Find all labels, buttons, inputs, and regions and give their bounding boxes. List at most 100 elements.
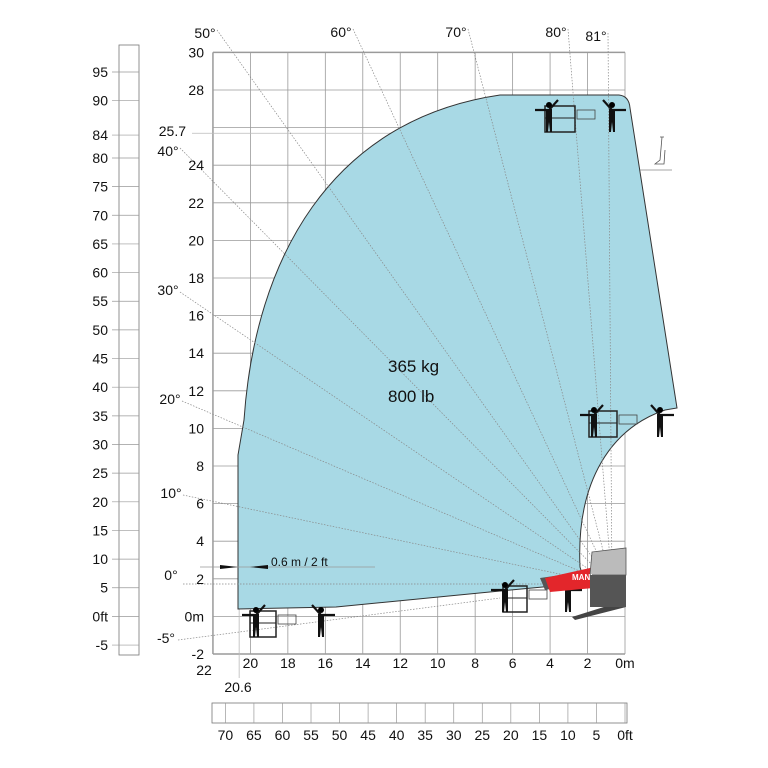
height-ft-tick-label: 65: [92, 236, 108, 252]
height-ft-tick-label: 30: [92, 436, 108, 452]
load-lb-label: 800 lb: [388, 387, 434, 406]
height-m-tick-label: -2: [192, 646, 205, 662]
height-ft-tick-label: 95: [92, 64, 108, 80]
angle-ray: [607, 32, 613, 586]
person-icon: [602, 99, 626, 132]
person-head: [253, 607, 259, 613]
person-arms: [535, 99, 559, 112]
angle-label: 80°: [545, 24, 566, 40]
angle-label: -5°: [157, 630, 175, 646]
height-m-tick-label: 10: [188, 420, 204, 436]
height-ft-tick-label: -5: [96, 637, 109, 653]
height-m-tick-label: 28: [188, 82, 204, 98]
platform-basket-icon: [588, 410, 638, 438]
person-icon: [491, 579, 515, 612]
angle-label: 30°: [157, 282, 178, 298]
person-body: [565, 589, 571, 612]
height-m-tick-label: 2: [196, 571, 204, 587]
person-body: [591, 414, 597, 437]
basket-frame: [588, 410, 618, 438]
angle-label: 70°: [445, 24, 466, 40]
height-ft-tick-label: 70: [92, 207, 108, 223]
person-head: [318, 607, 324, 613]
basket-control: [618, 414, 638, 425]
height-m-tick-label: 14: [188, 345, 204, 361]
height-ft-tick-label: 55: [92, 293, 108, 309]
basket-control: [277, 614, 297, 625]
person-arms: [242, 604, 266, 617]
person-arms: [311, 604, 335, 617]
person-head: [609, 102, 615, 108]
height-ft-tick-label: 80: [92, 150, 108, 166]
height-m-tick-label: 30: [188, 44, 204, 60]
height-m-tick-label: 0m: [185, 608, 204, 624]
reach-m-tick-label: 12: [392, 655, 408, 671]
angle-ray: [182, 494, 613, 586]
height-m-tick-label: 24: [188, 157, 204, 173]
height-ft-tick-label: 15: [92, 522, 108, 538]
engine-block: [590, 575, 626, 607]
person-arms: [491, 579, 515, 592]
reach-m-tick-label: 0m: [615, 655, 634, 671]
reach-m-tick-label: 2: [584, 655, 592, 671]
basket-control: [528, 589, 548, 600]
angle-rays: 50° 60° 70° 80° 81° 40° 30° 20° 10° 0° -5°: [157, 24, 613, 646]
reach-ft-tick-label: 15: [532, 727, 548, 743]
reach-m-tick-label: 16: [318, 655, 334, 671]
angle-ray: [216, 29, 613, 586]
reach-ft-scale: [211, 702, 628, 724]
person-icon: [580, 404, 604, 437]
reach-m-tick-label: 8: [471, 655, 479, 671]
reach-ft-tick-label: 45: [360, 727, 376, 743]
reach-ft-tick-label: 35: [417, 727, 433, 743]
load-kg-label: 365 kg: [388, 357, 439, 376]
height-ft-tick-label: 35: [92, 408, 108, 424]
person-head: [657, 407, 663, 413]
person-body: [253, 614, 259, 637]
person-arms: [650, 404, 674, 417]
person-icon: [535, 99, 559, 132]
height-ft-tick-label: 20: [92, 494, 108, 510]
basket-frame: [544, 105, 576, 133]
person-icon: [650, 404, 674, 437]
height-ft-tick-label: 84: [92, 127, 108, 143]
height-ft-tick-label: 50: [92, 322, 108, 338]
reach-m-tick-label: 20: [243, 655, 259, 671]
reach-ft-tick-label: 55: [303, 727, 319, 743]
height-m-tick-label: 8: [196, 458, 204, 474]
height-ft-tick-label: 5: [100, 580, 108, 596]
person-body: [609, 109, 615, 132]
person-body: [318, 614, 324, 637]
reach-ft-tick-label: 5: [593, 727, 601, 743]
cab: [589, 547, 627, 576]
reach-ft-tick-label: 40: [389, 727, 405, 743]
angle-label: 50°: [194, 25, 215, 41]
reach-ft-tick-label: 50: [332, 727, 348, 743]
height-m-tick-label: 6: [196, 496, 204, 512]
person-head: [502, 582, 508, 588]
height-ft-tick-label: 90: [92, 93, 108, 109]
person-body: [657, 414, 663, 437]
basket-side-icon: [640, 136, 672, 171]
angle-label: 10°: [160, 485, 181, 501]
angle-label: 20°: [159, 391, 180, 407]
angle-ray: [352, 28, 613, 586]
reach-m-tick-label: 4: [546, 655, 554, 671]
height-m-tick-label: 16: [188, 308, 204, 324]
reach-ft-tick-label: 10: [560, 727, 576, 743]
person-head: [591, 407, 597, 413]
angle-label: 0°: [164, 567, 177, 583]
axes: 22 20 18 16 14 12 10 8 6 4 2 0m30282422201816141210…: [92, 44, 634, 743]
height-m-tick-label: 22: [188, 195, 204, 211]
reach-ft-tick-label: 25: [474, 727, 490, 743]
height-m-tick-label: 12: [188, 383, 204, 399]
angle-ray: [179, 147, 613, 586]
telehandler-machine: MANI: [540, 547, 627, 620]
reach-m-tick-label: 18: [280, 655, 296, 671]
person-head: [546, 102, 552, 108]
offset-dimension-label: 0.6 m / 2 ft: [271, 555, 328, 569]
arrow-left-icon: [250, 565, 268, 569]
height-ft-tick-label: 75: [92, 179, 108, 195]
reach-ft-tick-label: 65: [246, 727, 262, 743]
